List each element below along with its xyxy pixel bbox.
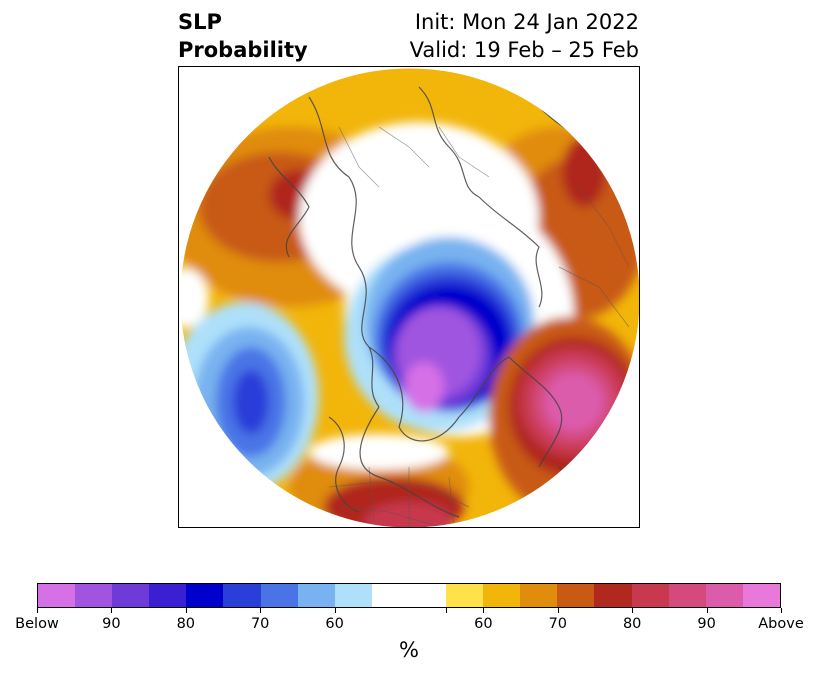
colorbar-tick-label: 60 (325, 616, 344, 632)
title-line-1: SLP (178, 10, 222, 34)
colorbar-segment (260, 584, 298, 607)
colorbar-tick-label: 80 (176, 616, 196, 632)
colorbar-tick (37, 608, 38, 613)
colorbar-segment (38, 584, 76, 607)
colorbar-tick-label: 90 (697, 616, 716, 632)
colorbar-segment (75, 584, 113, 607)
colorbar-tick-label: 70 (250, 616, 270, 632)
colorbar-tick (260, 608, 262, 613)
colorbar-tick (334, 608, 336, 613)
coastlines (268, 86, 625, 518)
map-panel (178, 66, 640, 528)
probability-field (180, 68, 639, 527)
colorbar-tick-label: 90 (102, 616, 121, 632)
colorbar-segment (594, 584, 632, 607)
colorbar-segment (520, 584, 558, 607)
title-line-2: Probability (178, 38, 308, 62)
init-date: Init: Mon 24 Jan 2022 (414, 10, 639, 34)
colorbar-tick (706, 608, 708, 613)
colorbar-segment (149, 584, 187, 607)
colorbar-segment (408, 584, 447, 607)
colorbar-segment (112, 584, 150, 607)
colorbar-tick (111, 608, 113, 613)
colorbar-tick-label: 70 (548, 616, 568, 632)
colorbar-segment (186, 584, 224, 607)
colorbar-segment (483, 584, 521, 607)
colorbar-segment (297, 584, 335, 607)
colorbar-segment (742, 584, 780, 607)
colorbar-segment (446, 584, 484, 607)
colorbar-tick (483, 608, 485, 613)
map-subtitle: Init: Mon 24 Jan 2022 Valid: 19 Feb – 25… (410, 8, 639, 64)
colorbar-tick-label: 60 (474, 616, 493, 632)
colorbar-tick (781, 608, 782, 613)
valid-date-range: Valid: 19 Feb – 25 Feb (409, 38, 639, 62)
colorbar-tick-label: Below (15, 616, 59, 632)
colorbar-tick (557, 608, 559, 613)
colorbar-segment (631, 584, 669, 607)
country-borders (328, 126, 630, 527)
colorbar-segment (705, 584, 743, 607)
colorbar-segment (557, 584, 595, 607)
colorbar-segment (668, 584, 706, 607)
colorbar-tick (185, 608, 187, 613)
colorbar-tick (632, 608, 634, 613)
colorbar-segment (334, 584, 372, 607)
colorbar-unit-label: % (399, 638, 419, 662)
polar-projection-map (179, 67, 639, 527)
colorbar-segment (371, 584, 409, 607)
colorbar-tick-label: Above (758, 616, 804, 632)
map-title: SLP Probability (178, 8, 308, 64)
colorbar-tick-label: 80 (622, 616, 642, 632)
colorbar (37, 583, 781, 608)
colorbar-tick (446, 608, 448, 613)
colorbar-segment (223, 584, 261, 607)
globe-outline (179, 67, 639, 527)
